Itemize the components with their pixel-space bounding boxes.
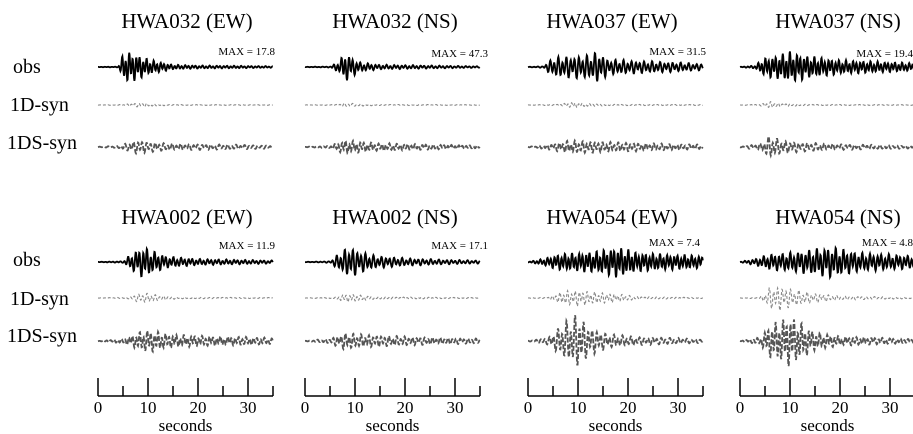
- tick-label-0-0: 0: [94, 398, 103, 417]
- tick-label-1-0: 0: [301, 398, 310, 417]
- max-label-hwa032-ns: MAX = 47.3: [431, 48, 488, 60]
- row-label-1d-syn-top: 1D-syn: [10, 94, 69, 116]
- trace-1ds-syn-0: [97, 140, 274, 156]
- row-label-obs-top: obs: [13, 56, 41, 78]
- max-label-hwa002-ns: MAX = 17.1: [431, 240, 488, 252]
- max-label-hwa032-ew: MAX = 17.8: [218, 46, 275, 58]
- tick-label-2-10: 10: [570, 398, 587, 417]
- panel-title-hwa032-ns: HWA032 (NS): [332, 9, 457, 33]
- trace-obs-4: [98, 245, 274, 278]
- x-axis-label-2: seconds: [589, 416, 643, 434]
- trace-1d-syn-0: [97, 102, 273, 108]
- max-label-hwa037-ns: MAX = 19.4: [856, 48, 913, 60]
- panel-title-hwa002-ew: HWA002 (EW): [121, 205, 252, 229]
- x-axis-label-1: seconds: [366, 416, 420, 434]
- tick-label-3-0: 0: [736, 398, 745, 417]
- row-label-1ds-syn-top: 1DS-syn: [7, 132, 77, 154]
- trace-obs-6: [528, 247, 704, 279]
- panel-title-hwa054-ns: HWA054 (NS): [775, 205, 900, 229]
- tick-label-2-0: 0: [524, 398, 533, 417]
- trace-1d-syn-5: [305, 294, 481, 303]
- tick-label-3-30: 30: [882, 398, 899, 417]
- tick-label-3-20: 20: [832, 398, 849, 417]
- trace-1d-syn-6: [528, 289, 704, 308]
- trace-obs-5: [305, 247, 481, 276]
- row-label-1d-syn-bottom: 1D-syn: [10, 288, 69, 310]
- trace-1ds-syn-7: [739, 319, 913, 367]
- trace-1ds-syn-4: [97, 328, 274, 354]
- trace-1ds-syn-3: [739, 135, 913, 159]
- max-label-hwa054-ns: MAX = 4.8: [862, 237, 913, 249]
- trace-1d-syn-4: [98, 292, 273, 304]
- trace-obs-3: [739, 51, 913, 84]
- trace-1ds-syn-1: [305, 138, 481, 156]
- trace-1ds-syn-6: [527, 314, 704, 366]
- panel-title-hwa054-ew: HWA054 (EW): [546, 205, 677, 229]
- x-axis-label-3: seconds: [801, 416, 855, 434]
- trace-1d-syn-7: [740, 285, 913, 313]
- trace-obs-2: [527, 51, 704, 82]
- max-label-hwa037-ew: MAX = 31.5: [649, 46, 706, 58]
- panel-title-hwa037-ns: HWA037 (NS): [775, 9, 900, 33]
- panel-title-hwa002-ns: HWA002 (NS): [332, 205, 457, 229]
- max-label-hwa054-ew: MAX = 7.4: [649, 237, 701, 249]
- tick-label-1-10: 10: [347, 398, 364, 417]
- row-label-1ds-syn-bottom: 1DS-syn: [7, 325, 77, 347]
- panel-title-hwa032-ew: HWA032 (EW): [121, 9, 252, 33]
- tick-label-2-30: 30: [670, 398, 687, 417]
- trace-obs-0: [98, 52, 273, 83]
- tick-label-1-30: 30: [447, 398, 464, 417]
- trace-obs-1: [304, 56, 481, 81]
- tick-label-3-10: 10: [782, 398, 799, 417]
- trace-1d-syn-3: [740, 101, 913, 108]
- tick-label-2-20: 20: [620, 398, 637, 417]
- trace-obs-7: [739, 245, 913, 281]
- max-label-hwa002-ew: MAX = 11.9: [219, 240, 276, 252]
- waveform-traces: [97, 51, 913, 367]
- trace-1ds-syn-5: [305, 330, 481, 352]
- tick-label-0-30: 30: [240, 398, 257, 417]
- trace-1ds-syn-2: [527, 138, 704, 155]
- x-axis-label-0: seconds: [159, 416, 213, 434]
- trace-1d-syn-2: [527, 101, 703, 109]
- tick-label-0-10: 10: [140, 398, 157, 417]
- tick-label-0-20: 20: [190, 398, 207, 417]
- tick-label-1-20: 20: [397, 398, 414, 417]
- trace-1d-syn-1: [304, 102, 480, 107]
- row-label-obs-bottom: obs: [13, 249, 41, 271]
- panel-title-hwa037-ew: HWA037 (EW): [546, 9, 677, 33]
- time-axes: 0 10 20 30 seconds 0 10 20 30 seconds 0 10 20 30 secon…: [94, 378, 913, 434]
